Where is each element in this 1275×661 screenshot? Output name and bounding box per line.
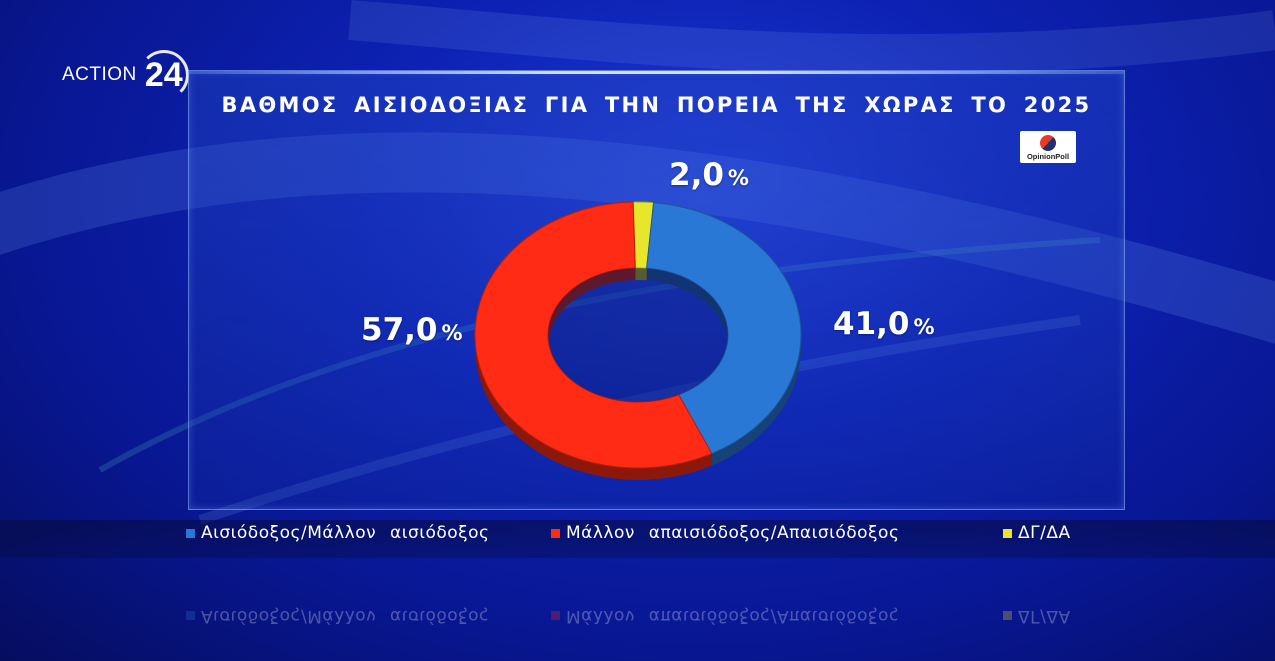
panel-top-highlight (189, 71, 1124, 74)
legend-item-optimistic: Αισιόδοξος/Μάλλον αισιόδοξος (186, 523, 490, 543)
legend-reflection: Αισιόδοξος/Μάλλον αισιόδοξος Μάλλον απαι… (0, 598, 1275, 628)
data-label-value: 41,0 (833, 306, 910, 342)
legend-label: Μάλλον απαισιόδοξος/Απαισιόδοξος (566, 523, 900, 543)
legend-swatch (551, 528, 560, 538)
data-label-optimistic: 41,0% (833, 306, 935, 342)
legend-label: ΔΓ/ΔΑ (1018, 523, 1071, 543)
legend-label: Αισιόδοξος/Μάλλον αισιόδοξος (201, 523, 490, 543)
source-badge: OpinionPoll (1020, 131, 1076, 163)
data-label-dk-na: 2,0% (669, 157, 749, 193)
donut-slice-optimistic (646, 202, 802, 455)
channel-logo: ACTION 24 (62, 50, 189, 100)
opinionpoll-logo-icon (1040, 135, 1056, 151)
reflection-item-optimistic: Αισιόδοξος/Μάλλον αισιόδοξος (186, 606, 490, 626)
reflection-item-pessimistic: Μάλλον απαισιόδοξος/Απαισιόδοξος (551, 606, 899, 626)
donut-slice-pessimistic (474, 201, 713, 469)
source-badge-text: OpinionPoll (1026, 152, 1070, 161)
data-label-unit: % (441, 321, 463, 345)
legend-item-pessimistic: Μάλλον απαισιόδοξος/Απαισιόδοξος (551, 523, 899, 543)
legend-swatch (1003, 611, 1012, 621)
logo-text: ACTION (62, 64, 137, 85)
legend-item-dk-na: ΔΓ/ΔΑ (1003, 523, 1071, 543)
data-label-pessimistic: 57,0% (361, 312, 463, 348)
reflection-item-dk-na: ΔΓ/ΔΑ (1003, 606, 1071, 626)
legend-band (0, 520, 1275, 558)
legend-label: Αισιόδοξος/Μάλλον αισιόδοξος (201, 606, 490, 626)
legend-label: Μάλλον απαισιόδοξος/Απαισιόδοξος (566, 606, 900, 626)
legend-swatch (186, 528, 195, 538)
chart-title: ΒΑΘΜΟΣ ΑΙΣΙΟΔΟΞΙΑΣ ΓΙΑ ΤΗΝ ΠΟΡΕΙΑ ΤΗΣ ΧΩ… (221, 93, 1092, 117)
legend-swatch (1003, 528, 1012, 538)
legend-swatch (186, 611, 195, 621)
data-label-unit: % (727, 166, 749, 190)
donut-hole (548, 268, 728, 402)
logo-number: 24 (138, 50, 189, 100)
data-label-value: 57,0 (361, 312, 438, 348)
data-label-unit: % (913, 315, 935, 339)
data-label-value: 2,0 (669, 157, 724, 193)
legend-label: ΔΓ/ΔΑ (1018, 606, 1071, 626)
legend-swatch (551, 611, 560, 621)
